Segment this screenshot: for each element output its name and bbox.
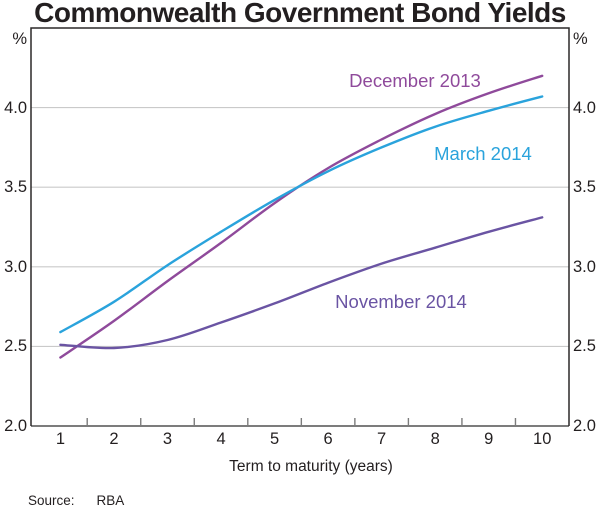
series-label-november-2014: November 2014 [335, 291, 467, 312]
y-tick-label-left: 2.0 [4, 417, 27, 435]
x-tick-label: 6 [323, 430, 333, 448]
plot-frame [30, 27, 570, 426]
y-tick-label-left: 3.0 [4, 257, 27, 276]
x-tick-label: 7 [377, 430, 387, 448]
y-axis-unit-right: % [573, 30, 588, 48]
y-tick-label-right: 3.5 [573, 178, 596, 197]
x-tick-label: 5 [269, 430, 280, 448]
source-value: RBA [96, 493, 125, 508]
x-tick-label: 8 [430, 430, 440, 448]
x-tick-label: 10 [533, 430, 552, 448]
series-line-march-2014 [59, 95, 544, 334]
series-line-november-2014 [59, 216, 544, 350]
x-tick-label: 2 [109, 430, 119, 448]
x-tick-label: 9 [484, 430, 494, 448]
y-tick-label-left: 2.5 [4, 337, 27, 356]
y-tick-label-right: 2.5 [573, 337, 596, 356]
y-tick-label-left: 3.5 [4, 178, 27, 197]
series-label-march-2014: March 2014 [434, 143, 532, 164]
x-tick-label: 4 [216, 430, 226, 448]
chart-title: Commonwealth Government Bond Yields [34, 0, 566, 28]
x-tick-label: 1 [55, 430, 66, 448]
y-axis-unit-left: % [12, 30, 27, 48]
y-tick-label-left: 4.0 [4, 98, 27, 117]
x-axis-title: Term to maturity (years) [229, 458, 393, 475]
y-tick-label-right: 4.0 [573, 98, 596, 117]
y-tick-label-right: 2.0 [573, 417, 596, 435]
x-tick-label: 3 [162, 430, 173, 448]
source-label: Source: [28, 493, 75, 508]
series-label-december-2013: December 2013 [349, 70, 481, 91]
series-line-december-2013 [59, 74, 544, 359]
source-note: Source: RBA [28, 493, 124, 508]
y-tick-label-right: 3.0 [573, 257, 596, 276]
